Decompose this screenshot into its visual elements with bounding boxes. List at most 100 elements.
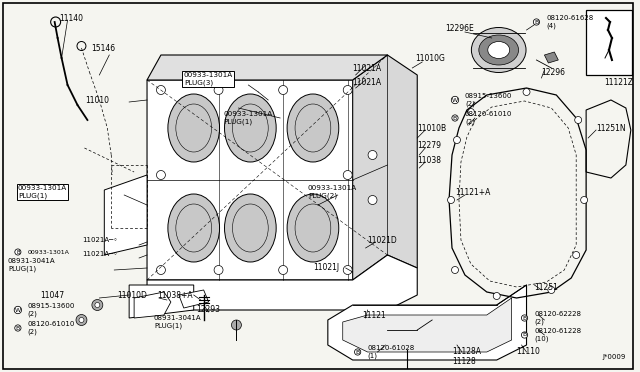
Text: B: B bbox=[16, 326, 20, 330]
Text: 08931-3041A
PLUG(1): 08931-3041A PLUG(1) bbox=[154, 315, 202, 329]
Text: 00933-1301A
PLUG(2): 00933-1301A PLUG(2) bbox=[308, 185, 357, 199]
Text: 12296E: 12296E bbox=[445, 23, 474, 32]
Text: 11021A─◦: 11021A─◦ bbox=[82, 237, 117, 243]
Text: 08120-61228
(10): 08120-61228 (10) bbox=[534, 328, 582, 342]
Text: 11021J: 11021J bbox=[314, 263, 340, 273]
Text: 11128: 11128 bbox=[452, 357, 476, 366]
Ellipse shape bbox=[225, 194, 276, 262]
Text: 00933-1301A
PLUG(1): 00933-1301A PLUG(1) bbox=[223, 111, 273, 125]
Polygon shape bbox=[545, 52, 558, 63]
Circle shape bbox=[368, 151, 377, 160]
Ellipse shape bbox=[287, 94, 339, 162]
Polygon shape bbox=[343, 298, 511, 352]
Circle shape bbox=[454, 137, 460, 144]
Text: 11110: 11110 bbox=[516, 347, 540, 356]
Circle shape bbox=[76, 314, 87, 326]
Circle shape bbox=[575, 116, 582, 124]
Circle shape bbox=[343, 266, 352, 275]
Ellipse shape bbox=[225, 94, 276, 162]
Polygon shape bbox=[147, 55, 387, 80]
Text: 11021A: 11021A bbox=[353, 64, 382, 73]
Text: 11121+A: 11121+A bbox=[455, 187, 490, 196]
Circle shape bbox=[580, 196, 588, 203]
Circle shape bbox=[523, 89, 530, 96]
Text: 11251N: 11251N bbox=[596, 124, 626, 132]
Text: 08931-3041A
PLUG(1): 08931-3041A PLUG(1) bbox=[8, 258, 56, 272]
Text: 11047: 11047 bbox=[40, 292, 64, 301]
Text: B: B bbox=[453, 115, 457, 121]
Text: 11038+A: 11038+A bbox=[157, 292, 193, 301]
Circle shape bbox=[343, 86, 352, 94]
Polygon shape bbox=[129, 285, 194, 318]
Circle shape bbox=[95, 302, 100, 308]
Text: 12279: 12279 bbox=[417, 141, 441, 150]
Text: 08915-13600
(2): 08915-13600 (2) bbox=[28, 303, 75, 317]
Text: B: B bbox=[522, 315, 527, 321]
Text: 11140: 11140 bbox=[60, 13, 84, 22]
Ellipse shape bbox=[168, 194, 220, 262]
Text: 11121Z: 11121Z bbox=[604, 77, 633, 87]
Circle shape bbox=[548, 286, 555, 294]
Text: 12293: 12293 bbox=[196, 305, 221, 314]
Text: W: W bbox=[452, 97, 458, 103]
Text: 08120-61628
(4): 08120-61628 (4) bbox=[547, 15, 594, 29]
Ellipse shape bbox=[287, 194, 339, 262]
Polygon shape bbox=[147, 255, 417, 310]
Text: 11251: 11251 bbox=[534, 283, 558, 292]
Text: 11010G: 11010G bbox=[415, 54, 445, 62]
Ellipse shape bbox=[472, 28, 526, 73]
Text: B: B bbox=[534, 19, 539, 25]
Text: 00933-1301A: 00933-1301A bbox=[28, 250, 70, 254]
Text: 11010D: 11010D bbox=[117, 291, 147, 299]
Text: B: B bbox=[16, 250, 20, 254]
Ellipse shape bbox=[168, 94, 220, 162]
Circle shape bbox=[232, 320, 241, 330]
Ellipse shape bbox=[488, 42, 509, 58]
Text: B: B bbox=[355, 350, 360, 355]
Text: 00933-1301A
PLUG(1): 00933-1301A PLUG(1) bbox=[18, 185, 67, 199]
Text: 08120-61010
(2): 08120-61010 (2) bbox=[465, 111, 512, 125]
Text: J*0009: J*0009 bbox=[602, 354, 626, 360]
Polygon shape bbox=[134, 292, 171, 318]
Ellipse shape bbox=[479, 35, 518, 65]
Circle shape bbox=[156, 170, 165, 180]
Text: 11010B: 11010B bbox=[417, 124, 446, 132]
Circle shape bbox=[447, 196, 454, 203]
Text: 11021D: 11021D bbox=[367, 235, 397, 244]
Circle shape bbox=[156, 86, 165, 94]
Text: 08915-13600
(2): 08915-13600 (2) bbox=[465, 93, 512, 107]
Circle shape bbox=[343, 170, 352, 180]
Circle shape bbox=[214, 86, 223, 94]
Circle shape bbox=[156, 266, 165, 275]
Polygon shape bbox=[328, 285, 527, 360]
Polygon shape bbox=[147, 55, 387, 280]
Text: 15146: 15146 bbox=[92, 44, 116, 52]
Text: B: B bbox=[522, 333, 527, 337]
Text: 08120-61010
(2): 08120-61010 (2) bbox=[28, 321, 75, 335]
Circle shape bbox=[92, 299, 103, 311]
Text: 11128A: 11128A bbox=[452, 347, 481, 356]
Polygon shape bbox=[104, 175, 147, 255]
Bar bbox=[586, 10, 632, 75]
Text: 11121: 11121 bbox=[363, 311, 387, 320]
Text: 00933-1301A
PLUG(3): 00933-1301A PLUG(3) bbox=[184, 72, 233, 86]
Text: 08120-62228
(2): 08120-62228 (2) bbox=[534, 311, 582, 325]
Circle shape bbox=[493, 292, 500, 299]
Text: W: W bbox=[15, 308, 21, 312]
Text: 08120-61028
(1): 08120-61028 (1) bbox=[367, 345, 415, 359]
Circle shape bbox=[278, 86, 287, 94]
Circle shape bbox=[214, 266, 223, 275]
Text: 11021A─◦: 11021A─◦ bbox=[82, 251, 117, 257]
Text: 12296: 12296 bbox=[541, 67, 565, 77]
Text: 11010: 11010 bbox=[85, 96, 109, 105]
Text: 11021A: 11021A bbox=[353, 77, 382, 87]
Polygon shape bbox=[353, 55, 417, 280]
Circle shape bbox=[573, 251, 580, 259]
Circle shape bbox=[467, 109, 474, 115]
Circle shape bbox=[278, 266, 287, 275]
Circle shape bbox=[368, 196, 377, 205]
Circle shape bbox=[79, 317, 84, 323]
Text: 11038: 11038 bbox=[417, 155, 441, 164]
Polygon shape bbox=[179, 290, 209, 308]
Circle shape bbox=[451, 266, 458, 273]
